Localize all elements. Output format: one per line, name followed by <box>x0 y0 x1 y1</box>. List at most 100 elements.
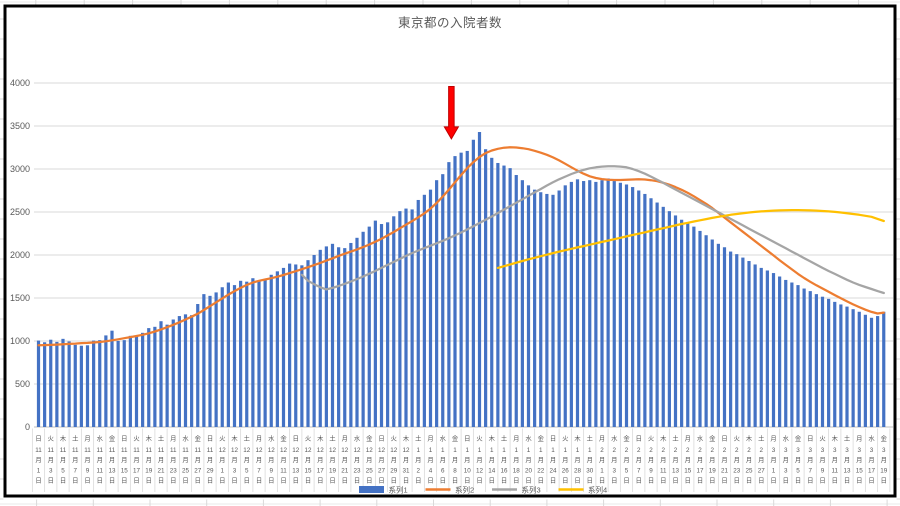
bar[interactable] <box>827 298 831 427</box>
bar[interactable] <box>490 157 494 427</box>
bar[interactable] <box>661 206 665 427</box>
bar[interactable] <box>778 276 782 428</box>
bar[interactable] <box>808 291 812 427</box>
bar[interactable] <box>361 231 365 427</box>
bar[interactable] <box>784 279 788 427</box>
bar[interactable] <box>735 254 739 427</box>
bar[interactable] <box>410 209 414 427</box>
bar[interactable] <box>355 237 359 427</box>
bar[interactable] <box>606 178 610 427</box>
bar[interactable] <box>814 294 818 427</box>
bar[interactable] <box>594 181 598 427</box>
bar[interactable] <box>159 321 163 427</box>
bar[interactable] <box>134 336 139 427</box>
bar[interactable] <box>563 185 567 427</box>
bar[interactable] <box>673 215 678 427</box>
bar[interactable] <box>367 226 371 427</box>
bar[interactable] <box>839 304 843 427</box>
bar[interactable] <box>686 223 690 427</box>
bar[interactable] <box>741 257 745 427</box>
bar[interactable] <box>624 184 629 427</box>
bar[interactable] <box>110 330 114 427</box>
bar[interactable] <box>796 285 800 427</box>
bar[interactable] <box>520 180 524 427</box>
bar[interactable] <box>845 306 849 427</box>
bar[interactable] <box>196 304 200 427</box>
bar[interactable] <box>863 314 867 427</box>
bar[interactable] <box>698 230 702 427</box>
bar[interactable] <box>765 270 769 427</box>
bar[interactable] <box>337 247 341 427</box>
legend-item-系列2[interactable]: 系列2 <box>425 485 475 495</box>
bar[interactable] <box>612 181 616 427</box>
bar[interactable] <box>655 202 659 427</box>
bar[interactable] <box>116 341 120 427</box>
bar[interactable] <box>441 174 445 427</box>
bar[interactable] <box>79 345 83 427</box>
bar[interactable] <box>704 235 708 427</box>
bar[interactable] <box>92 340 96 427</box>
bar[interactable] <box>330 243 335 427</box>
line-series-3[interactable] <box>300 165 885 295</box>
bar[interactable] <box>759 267 763 427</box>
bar[interactable] <box>288 263 292 427</box>
bar[interactable] <box>275 271 279 427</box>
bar[interactable] <box>526 185 531 427</box>
bar[interactable] <box>202 294 206 427</box>
bar[interactable] <box>214 292 218 427</box>
bar[interactable] <box>386 222 390 427</box>
bar[interactable] <box>141 332 145 427</box>
bar[interactable] <box>379 224 384 427</box>
bar[interactable] <box>471 139 475 427</box>
bar[interactable] <box>245 281 249 427</box>
bar[interactable] <box>392 216 396 427</box>
bar[interactable] <box>404 208 408 427</box>
bar[interactable] <box>36 340 41 427</box>
bar[interactable] <box>569 181 573 427</box>
bar[interactable] <box>447 162 451 427</box>
bar[interactable] <box>147 328 151 427</box>
legend-item-系列3[interactable]: 系列3 <box>492 485 541 495</box>
legend-item-系列4[interactable]: 系列4 <box>558 485 608 495</box>
bar[interactable] <box>171 319 175 428</box>
bar[interactable] <box>435 180 439 427</box>
bar[interactable] <box>618 182 622 427</box>
bar[interactable] <box>318 249 322 427</box>
bar[interactable] <box>753 264 757 427</box>
bar[interactable] <box>257 280 261 427</box>
bar[interactable] <box>416 199 420 427</box>
bar[interactable] <box>165 324 169 427</box>
bar[interactable] <box>312 255 316 427</box>
bar[interactable] <box>820 296 825 427</box>
bar[interactable] <box>692 226 696 427</box>
bar[interactable] <box>588 180 592 427</box>
bar[interactable] <box>61 338 65 427</box>
bar[interactable] <box>422 194 426 427</box>
bar[interactable] <box>281 267 286 427</box>
bar[interactable] <box>73 344 77 427</box>
bar[interactable] <box>220 287 224 427</box>
bar[interactable] <box>153 326 157 427</box>
annotation-arrow[interactable] <box>443 85 460 140</box>
bar[interactable] <box>122 340 126 427</box>
bar[interactable] <box>575 179 580 427</box>
bar[interactable] <box>128 335 132 427</box>
bar[interactable] <box>183 314 188 427</box>
bar[interactable] <box>349 242 353 427</box>
bar[interactable] <box>459 152 463 427</box>
bar[interactable] <box>729 251 733 427</box>
bar[interactable] <box>643 193 647 427</box>
bar[interactable] <box>514 175 518 427</box>
bar[interactable] <box>502 165 506 427</box>
bar[interactable] <box>453 156 457 427</box>
bar[interactable] <box>177 316 181 427</box>
bar[interactable] <box>557 190 561 428</box>
bar[interactable] <box>882 311 886 427</box>
bar[interactable] <box>239 280 243 427</box>
bar[interactable] <box>637 190 641 428</box>
bar[interactable] <box>680 219 684 427</box>
bar[interactable] <box>232 285 237 427</box>
bar[interactable] <box>833 301 837 427</box>
bar[interactable] <box>851 309 855 427</box>
bar[interactable] <box>208 295 212 427</box>
